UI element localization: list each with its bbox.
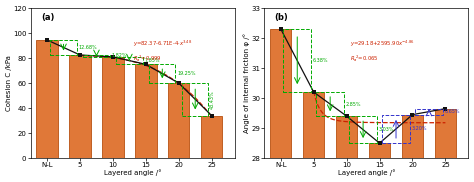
- Bar: [336, 116, 357, 182]
- X-axis label: Layered angle /°: Layered angle /°: [104, 170, 162, 176]
- Y-axis label: Cohesion C /kPa: Cohesion C /kPa: [6, 55, 11, 111]
- Bar: [369, 143, 390, 182]
- Text: (b): (b): [274, 13, 288, 21]
- Bar: [270, 29, 292, 182]
- Bar: [36, 40, 58, 158]
- Text: $R_{a}^{\ 2}$=0.999: $R_{a}^{\ 2}$=0.999: [133, 54, 162, 64]
- Bar: [402, 115, 423, 182]
- Bar: [303, 92, 324, 182]
- Text: 12.68%: 12.68%: [78, 45, 97, 50]
- Bar: [435, 109, 456, 182]
- Text: 2.85%: 2.85%: [346, 102, 361, 107]
- Text: (a): (a): [41, 13, 54, 21]
- Text: 3.03%: 3.03%: [379, 127, 394, 132]
- Text: 3.20%: 3.20%: [411, 126, 427, 131]
- Bar: [201, 116, 222, 158]
- Text: 43.43%: 43.43%: [210, 90, 215, 109]
- Text: $R_{a}^{\ 2}$=0.065: $R_{a}^{\ 2}$=0.065: [350, 54, 379, 64]
- Y-axis label: Angle of internal friction φ /°: Angle of internal friction φ /°: [243, 33, 250, 133]
- Text: 6.38%: 6.38%: [313, 58, 328, 63]
- Text: $y$=29.18+2595.90$x^{-4.86}$: $y$=29.18+2595.90$x^{-4.86}$: [350, 38, 415, 49]
- Bar: [69, 55, 91, 158]
- Text: $y$=82.37-6.71E-4·$x^{3.48}$: $y$=82.37-6.71E-4·$x^{3.48}$: [133, 38, 192, 49]
- Text: 0.65%: 0.65%: [445, 109, 460, 114]
- Text: 19.25%: 19.25%: [177, 71, 196, 76]
- Bar: [168, 83, 190, 158]
- Text: 7.85%: 7.85%: [144, 58, 160, 63]
- X-axis label: Layered angle /°: Layered angle /°: [337, 170, 395, 176]
- Bar: [135, 64, 156, 158]
- Text: 1.82%: 1.82%: [111, 53, 127, 58]
- Bar: [102, 57, 124, 158]
